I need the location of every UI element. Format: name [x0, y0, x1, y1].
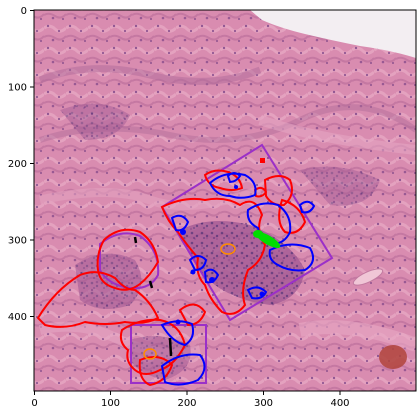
red-marker	[260, 158, 265, 163]
y-tick-label: 0	[21, 6, 27, 17]
y-axis: 0 100 200 300 400	[8, 6, 34, 323]
black-annotations	[133, 236, 173, 357]
y-tick-label: 100	[8, 83, 27, 94]
x-axis: 0 100 200 300 400	[31, 391, 350, 409]
x-tick-label: 0	[31, 398, 37, 409]
plot-frame	[33, 9, 417, 392]
x-tick-label: 300	[254, 398, 273, 409]
purple-region-outline	[99, 232, 160, 290]
blue-annotations	[160, 172, 316, 386]
blue-markers	[175, 185, 265, 325]
y-tick-label: 200	[8, 159, 27, 170]
x-tick-label: 200	[177, 398, 196, 409]
histology-image	[34, 10, 416, 391]
x-tick-label: 400	[330, 398, 349, 409]
y-tick-label: 300	[8, 236, 27, 247]
orange-annotations	[143, 243, 236, 360]
x-tick-label: 100	[101, 398, 120, 409]
y-tick-label: 400	[8, 312, 27, 323]
background-region	[250, 10, 416, 58]
